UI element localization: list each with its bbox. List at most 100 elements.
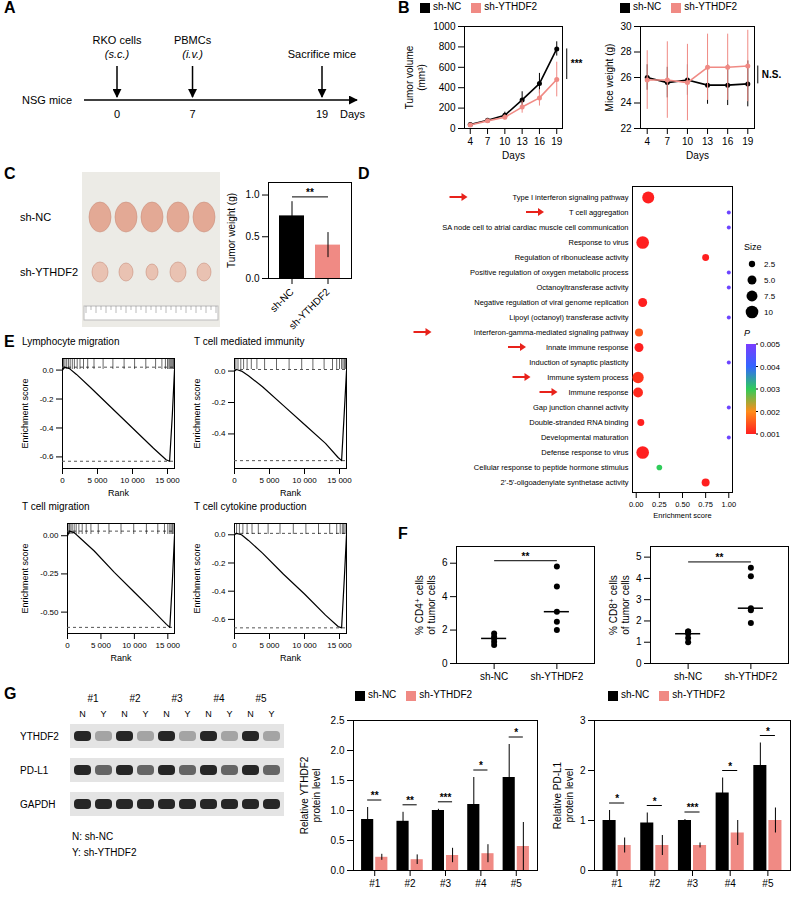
svg-text:0: 0 [232, 476, 237, 485]
svg-text:600: 600 [439, 62, 456, 73]
svg-text:sh-YTHDF2: sh-YTHDF2 [530, 671, 583, 682]
svg-text:**: ** [716, 552, 724, 563]
svg-text:Response to virus: Response to virus [568, 238, 628, 247]
svg-text:2'-5'-oligoadenylate synthetas: 2'-5'-oligoadenylate synthetase activity [501, 478, 629, 487]
svg-text:10: 10 [499, 136, 511, 147]
svg-text:Gap junction channel activity: Gap junction channel activity [533, 403, 629, 412]
svg-text:sh-NC: sh-NC [480, 671, 508, 682]
svg-text:3: 3 [580, 715, 586, 726]
svg-text:-0.4: -0.4 [40, 424, 54, 433]
svg-text:#1: #1 [87, 693, 99, 704]
svg-text:N: N [163, 709, 170, 719]
svg-text:7: 7 [485, 136, 491, 147]
svg-text:Relative PD-L1protein level: Relative PD-L1protein level [552, 761, 575, 829]
svg-text:Relative YTHDF2protein level: Relative YTHDF2protein level [299, 756, 322, 834]
svg-text:***: *** [440, 792, 452, 803]
svg-text:1.5: 1.5 [331, 775, 345, 786]
svg-text:10 000: 10 000 [122, 641, 147, 650]
svg-text:0.5: 0.5 [331, 835, 345, 846]
svg-text:10: 10 [682, 136, 694, 147]
svg-text:0.0: 0.0 [246, 273, 260, 284]
svg-text:N: N [205, 709, 212, 719]
svg-text:Interferon-gamma-mediated sign: Interferon-gamma-mediated signaling path… [474, 328, 629, 337]
svg-text:*: * [728, 761, 732, 772]
svg-text:0: 0 [65, 641, 70, 650]
svg-text:-0.25: -0.25 [40, 569, 59, 578]
svg-text:#5: #5 [511, 878, 523, 889]
svg-text:(s.c.): (s.c.) [105, 48, 130, 60]
svg-text:0.002: 0.002 [760, 408, 781, 417]
svg-text:sh-NC: sh-NC [268, 286, 296, 314]
svg-text:4: 4 [636, 573, 642, 584]
svg-text:0: 0 [442, 658, 448, 669]
svg-text:0.001: 0.001 [760, 430, 781, 439]
svg-text:0.5: 0.5 [246, 231, 260, 242]
svg-text:Regulation of ribonuclease act: Regulation of ribonuclease activity [515, 253, 629, 262]
svg-text:-0.6: -0.6 [40, 452, 54, 461]
svg-text:*: * [766, 726, 770, 737]
svg-text:*: * [653, 796, 657, 807]
svg-text:Y: Y [184, 709, 190, 719]
svg-text:2: 2 [580, 765, 586, 776]
svg-text:0.50: 0.50 [675, 500, 690, 509]
svg-text:#3: #3 [440, 878, 452, 889]
svg-text:N: sh-NC: N: sh-NC [72, 831, 113, 842]
svg-text:4: 4 [644, 136, 650, 147]
svg-text:RKO cells: RKO cells [93, 34, 142, 46]
svg-text:19: 19 [551, 136, 563, 147]
svg-text:Enrichment score: Enrichment score [20, 543, 30, 613]
svg-text:400: 400 [439, 82, 456, 93]
svg-text:Days: Days [340, 108, 366, 120]
svg-text:sh-NC: sh-NC [20, 211, 51, 223]
svg-text:#2: #2 [649, 878, 661, 889]
svg-text:Defense response to virus: Defense response to virus [541, 448, 628, 457]
svg-text:5 000: 5 000 [259, 476, 280, 485]
svg-text:0: 0 [636, 658, 642, 669]
svg-text:15 000: 15 000 [155, 476, 180, 485]
svg-text:-0.50: -0.50 [40, 608, 59, 617]
svg-text:Double-stranded RNA binding: Double-stranded RNA binding [529, 418, 628, 427]
svg-text:Negative regulation of viral g: Negative regulation of viral genome repl… [474, 298, 628, 307]
svg-text:Enrichment score: Enrichment score [20, 378, 30, 448]
svg-text:#1: #1 [612, 878, 624, 889]
svg-text:0.00: 0.00 [43, 531, 59, 540]
svg-text:Days: Days [686, 150, 709, 161]
svg-text:Y: Y [142, 709, 148, 719]
svg-text:5: 5 [636, 551, 642, 562]
svg-text:15 000: 15 000 [327, 476, 352, 485]
svg-text:Tumor weight (g): Tumor weight (g) [226, 193, 237, 268]
svg-text:#4: #4 [475, 878, 487, 889]
svg-text:1: 1 [636, 636, 642, 647]
svg-text:800: 800 [439, 41, 456, 52]
svg-text:Rank: Rank [280, 653, 302, 663]
svg-text:0.25: 0.25 [652, 500, 667, 509]
svg-text:Rank: Rank [280, 488, 302, 498]
svg-text:#4: #4 [213, 693, 225, 704]
svg-text:5.0: 5.0 [764, 276, 776, 285]
svg-text:0: 0 [580, 865, 586, 876]
svg-text:200: 200 [439, 102, 456, 113]
svg-text:13: 13 [517, 136, 529, 147]
svg-text:**: ** [306, 187, 314, 198]
svg-text:-0.2: -0.2 [212, 559, 226, 568]
svg-text:N.S.: N.S. [762, 69, 782, 80]
svg-text:(i.v.): (i.v.) [182, 48, 203, 60]
svg-text:5 000: 5 000 [259, 641, 280, 650]
svg-text:2.5: 2.5 [764, 260, 776, 269]
svg-text:7: 7 [189, 108, 195, 120]
svg-text:% CD4⁺ cellsof tumor cells: % CD4⁺ cellsof tumor cells [414, 575, 437, 635]
svg-text:Y: sh-YTHDF2: Y: sh-YTHDF2 [72, 847, 137, 858]
svg-text:Developmental maturation: Developmental maturation [541, 433, 629, 442]
svg-text:-0.2: -0.2 [212, 398, 226, 407]
svg-text:Lipoyl (octanoyl) transferase: Lipoyl (octanoyl) transferase activity [509, 313, 628, 322]
svg-text:Sacrifice mice: Sacrifice mice [288, 48, 356, 60]
svg-text:Cellular response to peptide h: Cellular response to peptide hormone sti… [474, 463, 629, 472]
svg-text:% CD8⁺ cellsof tumor cells: % CD8⁺ cellsof tumor cells [608, 575, 631, 635]
svg-text:10 000: 10 000 [120, 476, 145, 485]
svg-text:16: 16 [534, 136, 546, 147]
svg-text:sh-NC: sh-NC [674, 671, 702, 682]
svg-text:0.0: 0.0 [331, 865, 345, 876]
svg-text:1000: 1000 [433, 21, 456, 32]
svg-text:Size: Size [744, 242, 762, 252]
svg-text:0.004: 0.004 [760, 363, 781, 372]
